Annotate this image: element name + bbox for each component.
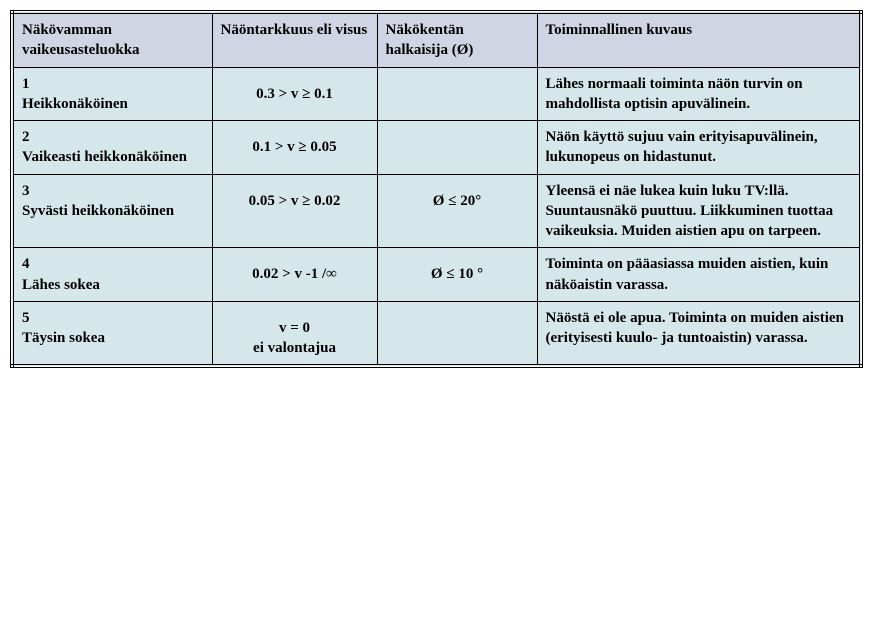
header-field: Näkökentän halkaisija (Ø): [377, 12, 537, 67]
cell-description: Toiminta on pääasiassa muiden aistien, k…: [537, 248, 861, 302]
cell-category: 3Syvästi heikkonäköinen: [12, 174, 212, 248]
cell-category: 2Vaikeasti heikkonäköinen: [12, 121, 212, 175]
cell-description: Näöstä ei ole apua. Toiminta on muiden a…: [537, 301, 861, 366]
table-header-row: Näkövamman vaikeusasteluokka Näöntarkkuu…: [12, 12, 861, 67]
cell-visus: 0.02 > v -1 /∞: [212, 248, 377, 302]
cell-description: Yleensä ei näe lukea kuin luku TV:llä. S…: [537, 174, 861, 248]
cell-field: [377, 121, 537, 175]
cell-visus: v = 0ei valontajua: [212, 301, 377, 366]
header-description: Toiminnallinen kuvaus: [537, 12, 861, 67]
header-visus: Näöntarkkuus eli visus: [212, 12, 377, 67]
table-row: 2Vaikeasti heikkonäköinen 0.1 > v ≥ 0.05…: [12, 121, 861, 175]
cell-visus: 0.05 > v ≥ 0.02: [212, 174, 377, 248]
cell-category: 4Lähes sokea: [12, 248, 212, 302]
cell-category: 5Täysin sokea: [12, 301, 212, 366]
table-row: 3Syvästi heikkonäköinen 0.05 > v ≥ 0.02 …: [12, 174, 861, 248]
table-row: 1Heikkonäköinen 0.3 > v ≥ 0.1 Lähes norm…: [12, 67, 861, 121]
table-row: 4Lähes sokea 0.02 > v -1 /∞ Ø ≤ 10 ° Toi…: [12, 248, 861, 302]
cell-field: [377, 301, 537, 366]
table-row: 5Täysin sokea v = 0ei valontajua Näöstä …: [12, 301, 861, 366]
cell-field: Ø ≤ 10 °: [377, 248, 537, 302]
vision-impairment-table: Näkövamman vaikeusasteluokka Näöntarkkuu…: [10, 10, 863, 368]
cell-field: Ø ≤ 20°: [377, 174, 537, 248]
cell-visus: 0.1 > v ≥ 0.05: [212, 121, 377, 175]
cell-category: 1Heikkonäköinen: [12, 67, 212, 121]
cell-visus: 0.3 > v ≥ 0.1: [212, 67, 377, 121]
header-category: Näkövamman vaikeusasteluokka: [12, 12, 212, 67]
cell-description: Lähes normaali toiminta näön turvin on m…: [537, 67, 861, 121]
cell-description: Näön käyttö sujuu vain erityisapuvälinei…: [537, 121, 861, 175]
cell-field: [377, 67, 537, 121]
